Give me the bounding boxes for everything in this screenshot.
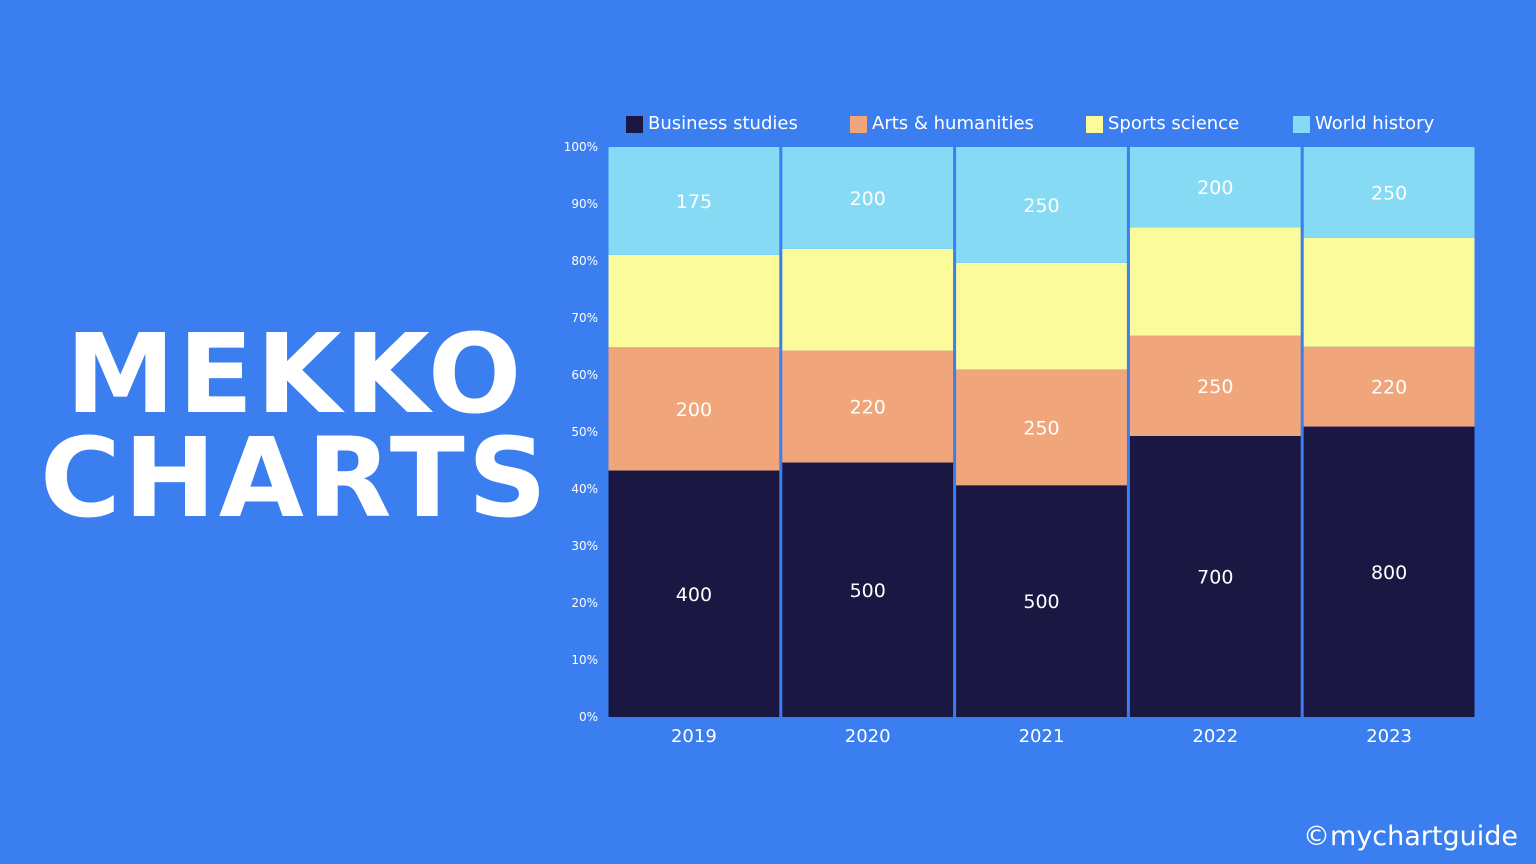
x-tick-label: 2021 [1019,726,1065,747]
legend-label-world-history: World history [1315,113,1435,134]
bar-segment-world-history [608,147,780,255]
bar-segment-sports-science [1129,227,1301,336]
y-tick-label: 60% [571,368,598,382]
data-label: 220 [850,397,886,419]
x-tick-label: 2020 [845,726,891,747]
legend-swatch-world-history [1293,116,1310,133]
y-tick-label: 0% [579,710,598,724]
bar-segment-arts-humanities [1303,346,1475,427]
bar-segment-world-history [1303,147,1475,238]
data-label: 175 [676,191,712,213]
y-tick-label: 20% [571,596,598,610]
y-tick-label: 90% [571,197,598,211]
bar-segment-sports-science [956,262,1127,370]
bar-segment-sports-science [608,254,780,348]
x-tick-label: 2019 [671,726,717,747]
x-axis: 2019 2020 2021 2022 2023 [671,726,1412,747]
x-tick-label: 2023 [1366,726,1412,747]
data-label: 220 [1371,377,1407,399]
legend-label-business-studies: Business studies [648,113,798,134]
data-label: 200 [1197,177,1233,199]
legend-swatch-sports-science [1086,116,1103,133]
headline-line2: CHARTS [40,414,550,542]
data-label: 200 [850,188,886,210]
bar-segment-world-history [1129,147,1301,228]
y-tick-label: 100% [564,140,598,154]
headline: MEKKO CHARTS [0,310,590,542]
data-label: 250 [1023,195,1059,217]
y-tick-label: 50% [571,425,598,439]
headline-line1: MEKKO [65,310,525,438]
bar-segment-business-studies [956,485,1127,717]
legend-label-arts-humanities: Arts & humanities [872,113,1034,134]
data-label: 500 [1023,591,1059,613]
legend-swatch-business-studies [626,116,643,133]
y-tick-label: 30% [571,539,598,553]
bar-segment-sports-science [782,248,954,351]
bar-segment-arts-humanities [782,350,954,463]
bar-segment-arts-humanities [956,369,1127,486]
y-tick-label: 70% [571,311,598,325]
y-tick-label: 10% [571,653,598,667]
bar-segment-business-studies [1303,426,1475,717]
watermark: ©mychartguide [1303,821,1518,852]
bar-segment-business-studies [1129,436,1301,717]
data-label: 800 [1371,562,1407,584]
bar-segment-sports-science [1303,237,1475,347]
bar-segment-world-history [956,147,1127,263]
chart-bars: 400 200 175 500 220 200 500 250 250 700 250 200 800 2… [608,147,1475,717]
bar-segment-business-studies [608,470,780,717]
data-label: 500 [850,580,886,602]
x-tick-label: 2022 [1192,726,1238,747]
data-label: 200 [676,399,712,421]
bar-segment-arts-humanities [608,347,780,471]
bar-segment-world-history [782,147,954,249]
data-label: 400 [676,584,712,606]
data-label: 250 [1371,182,1407,204]
legend-label-sports-science: Sports science [1108,113,1239,134]
data-label: 250 [1197,376,1233,398]
y-axis: 0% 10% 20% 30% 40% 50% 60% 70% 80% 90% 100% [564,140,598,724]
chart-legend: Business studies Arts & humanities Sports … [626,113,1435,134]
data-label: 700 [1197,567,1233,589]
bar-segment-business-studies [782,462,954,717]
y-tick-label: 40% [571,482,598,496]
y-tick-label: 80% [571,254,598,268]
bar-segment-arts-humanities [1129,335,1301,437]
data-label: 250 [1023,417,1059,439]
legend-swatch-arts-humanities [850,116,867,133]
